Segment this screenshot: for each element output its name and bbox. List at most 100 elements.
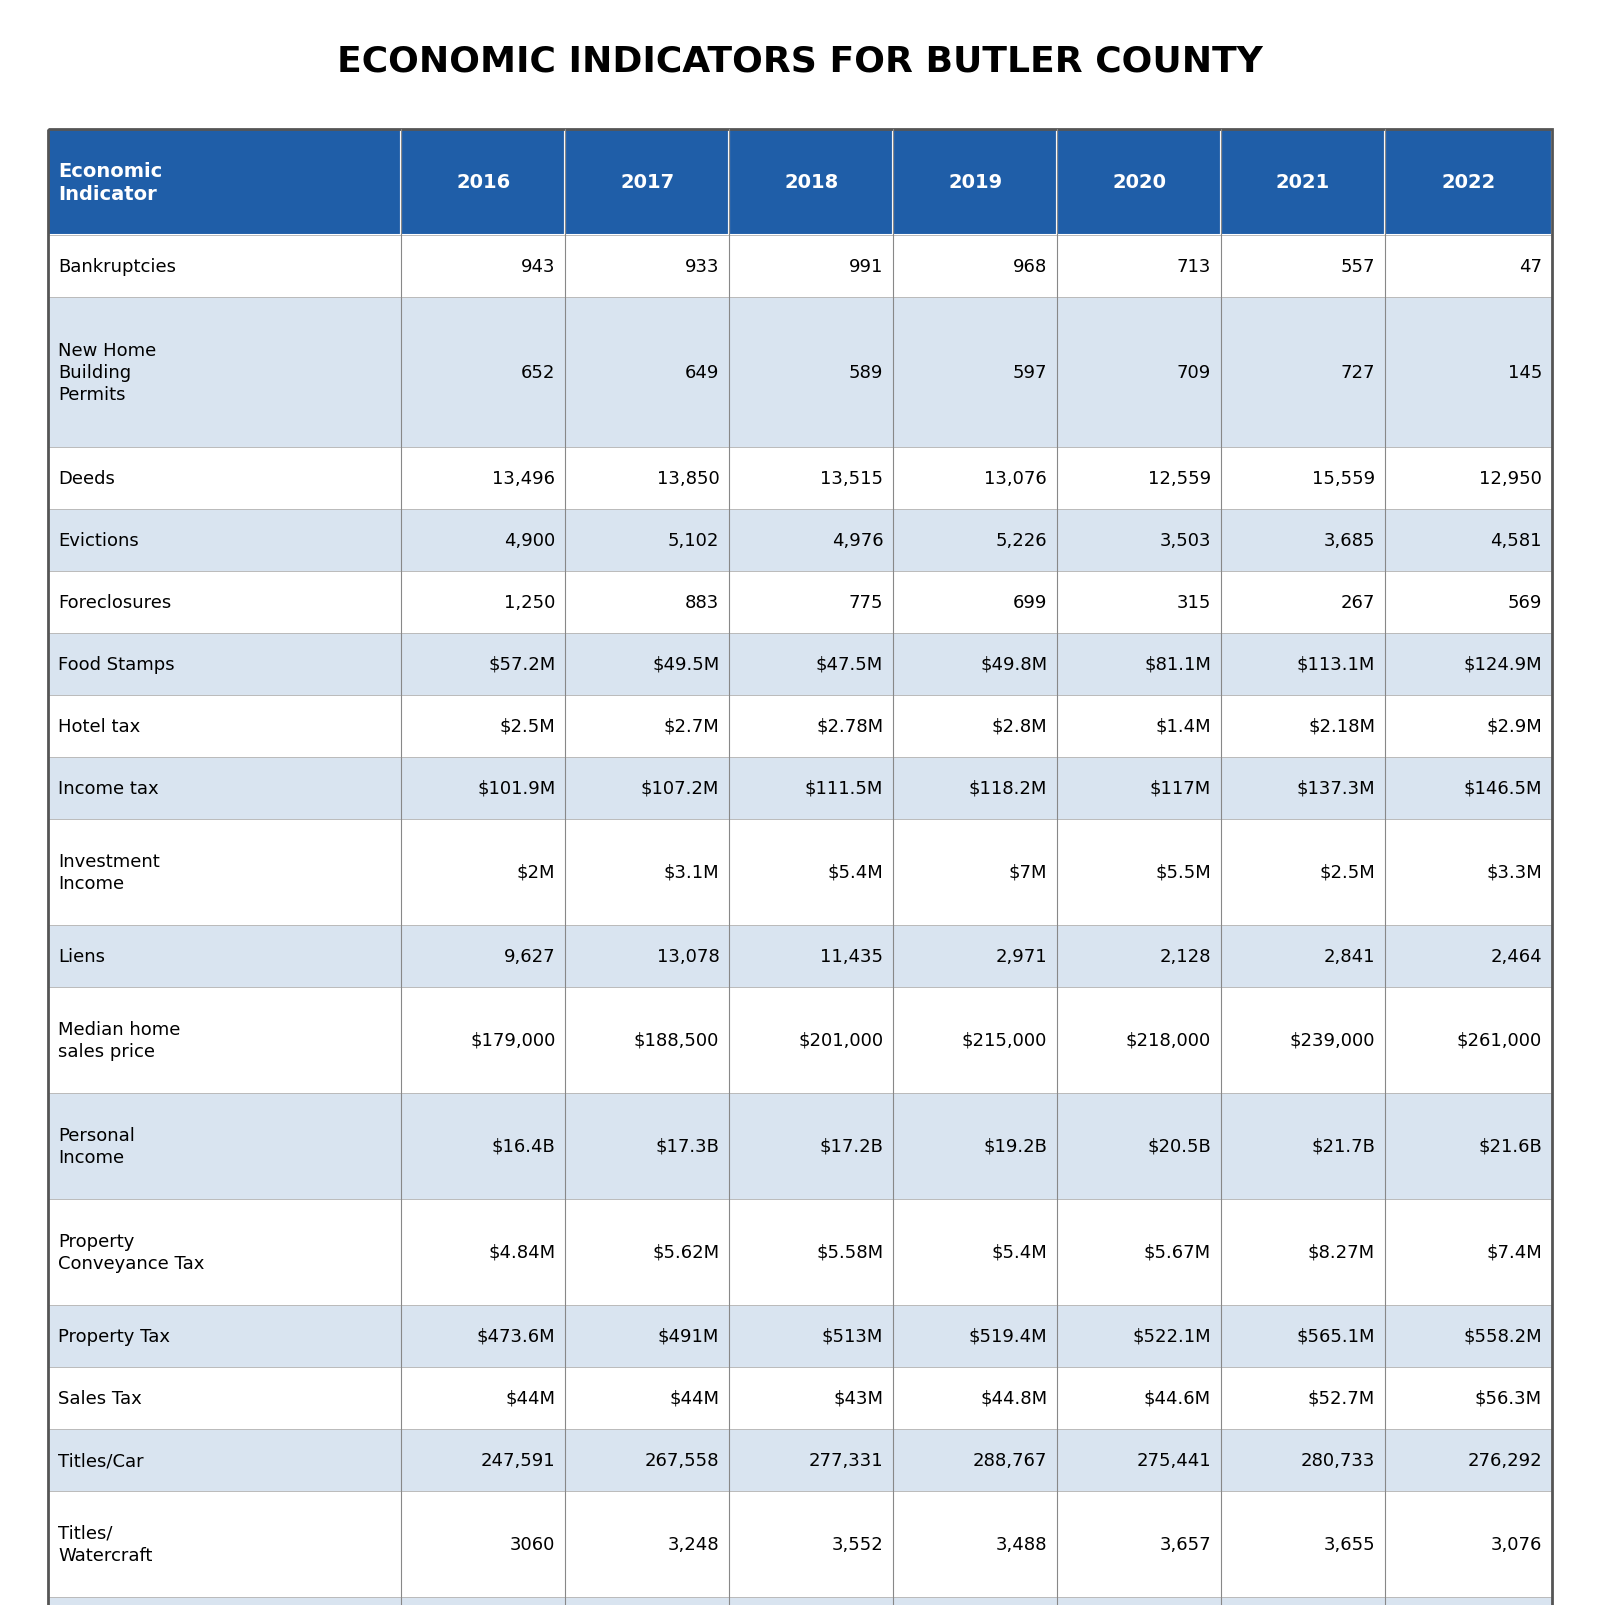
Text: $188,500: $188,500	[634, 1032, 720, 1050]
Bar	[402, 1199, 565, 1305]
Text: $4.84M: $4.84M	[488, 1244, 555, 1262]
Text: $2.78M: $2.78M	[816, 717, 883, 735]
Text: 933: 933	[685, 258, 720, 276]
Text: 15,559: 15,559	[1312, 470, 1374, 488]
Text: $2.8M: $2.8M	[992, 717, 1046, 735]
Text: 1,250: 1,250	[504, 594, 555, 612]
Text: $201,000: $201,000	[798, 1032, 883, 1050]
Text: $1.4M: $1.4M	[1155, 717, 1211, 735]
Text: $5.4M: $5.4M	[992, 1244, 1046, 1262]
Bar	[48, 987, 402, 1093]
Bar	[48, 1491, 402, 1597]
Text: 3,076: 3,076	[1491, 1534, 1542, 1554]
Bar	[893, 1491, 1058, 1597]
Bar	[730, 1367, 893, 1428]
Bar	[893, 1597, 1058, 1605]
Text: $2.18M: $2.18M	[1309, 717, 1374, 735]
Text: Titles/Car: Titles/Car	[58, 1451, 144, 1469]
Text: $8.27M: $8.27M	[1307, 1244, 1374, 1262]
Text: 968: 968	[1013, 258, 1046, 276]
Text: 47: 47	[1518, 258, 1542, 276]
Text: 9,627: 9,627	[504, 947, 555, 965]
Bar	[402, 1491, 565, 1597]
Text: Median home
sales price: Median home sales price	[58, 1021, 181, 1061]
Text: $44M: $44M	[506, 1390, 555, 1408]
Bar	[565, 1491, 730, 1597]
Text: 2,464: 2,464	[1490, 947, 1542, 965]
Text: $47.5M: $47.5M	[816, 655, 883, 674]
Bar	[893, 987, 1058, 1093]
Text: 713: 713	[1176, 258, 1211, 276]
Bar	[402, 510, 565, 571]
Bar	[1058, 758, 1221, 820]
Bar	[402, 926, 565, 987]
Bar	[48, 820, 402, 926]
Text: $49.8M: $49.8M	[981, 655, 1046, 674]
Bar	[893, 758, 1058, 820]
Text: $21.7B: $21.7B	[1310, 1138, 1374, 1156]
Text: $101.9M: $101.9M	[477, 780, 555, 798]
Text: $124.9M: $124.9M	[1464, 655, 1542, 674]
Bar	[1058, 1199, 1221, 1305]
Text: 275,441: 275,441	[1136, 1451, 1211, 1469]
Text: $57.2M: $57.2M	[488, 655, 555, 674]
Text: New Home
Building
Permits: New Home Building Permits	[58, 342, 157, 404]
Bar	[1386, 236, 1552, 299]
Bar	[1386, 634, 1552, 695]
Text: 991: 991	[850, 258, 883, 276]
Bar	[402, 1093, 565, 1199]
Bar	[730, 1491, 893, 1597]
Text: $473.6M: $473.6M	[477, 1327, 555, 1345]
Bar	[730, 1305, 893, 1367]
Text: 652: 652	[522, 364, 555, 382]
Bar	[48, 926, 402, 987]
Text: $2M: $2M	[517, 863, 555, 881]
Bar	[48, 1597, 402, 1605]
Text: $5.4M: $5.4M	[827, 863, 883, 881]
Text: $111.5M: $111.5M	[805, 780, 883, 798]
Bar	[893, 926, 1058, 987]
Bar	[1221, 1305, 1386, 1367]
Text: 13,515: 13,515	[821, 470, 883, 488]
Bar	[893, 634, 1058, 695]
Text: Foreclosures: Foreclosures	[58, 594, 171, 612]
Bar	[1386, 1367, 1552, 1428]
Text: $44.8M: $44.8M	[981, 1390, 1046, 1408]
Text: Titles/
Watercraft: Titles/ Watercraft	[58, 1525, 152, 1565]
Text: Evictions: Evictions	[58, 531, 139, 549]
Bar	[565, 1093, 730, 1199]
Bar	[48, 130, 402, 236]
Bar	[730, 299, 893, 448]
Text: 2,128: 2,128	[1160, 947, 1211, 965]
Bar	[1221, 820, 1386, 926]
Bar	[1058, 1428, 1221, 1491]
Bar	[565, 510, 730, 571]
Text: 13,496: 13,496	[493, 470, 555, 488]
Text: Property
Conveyance Tax: Property Conveyance Tax	[58, 1233, 205, 1273]
Bar	[1386, 1305, 1552, 1367]
Bar	[730, 634, 893, 695]
Text: $5.62M: $5.62M	[653, 1244, 720, 1262]
Bar	[565, 1305, 730, 1367]
Bar	[730, 695, 893, 758]
Text: 145: 145	[1507, 364, 1542, 382]
Bar	[1058, 236, 1221, 299]
Bar	[565, 1428, 730, 1491]
Bar	[48, 571, 402, 634]
Bar	[1221, 236, 1386, 299]
Bar	[565, 130, 730, 236]
Bar	[730, 510, 893, 571]
Bar	[402, 695, 565, 758]
Bar	[1058, 926, 1221, 987]
Bar	[402, 299, 565, 448]
Text: 2017: 2017	[621, 173, 675, 193]
Bar	[1386, 571, 1552, 634]
Bar	[893, 299, 1058, 448]
Text: 709: 709	[1178, 364, 1211, 382]
Bar	[893, 1305, 1058, 1367]
Text: $239,000: $239,000	[1290, 1032, 1374, 1050]
Text: 3,248: 3,248	[667, 1534, 720, 1554]
Text: 557: 557	[1341, 258, 1374, 276]
Bar	[48, 1428, 402, 1491]
Text: 11,435: 11,435	[821, 947, 883, 965]
